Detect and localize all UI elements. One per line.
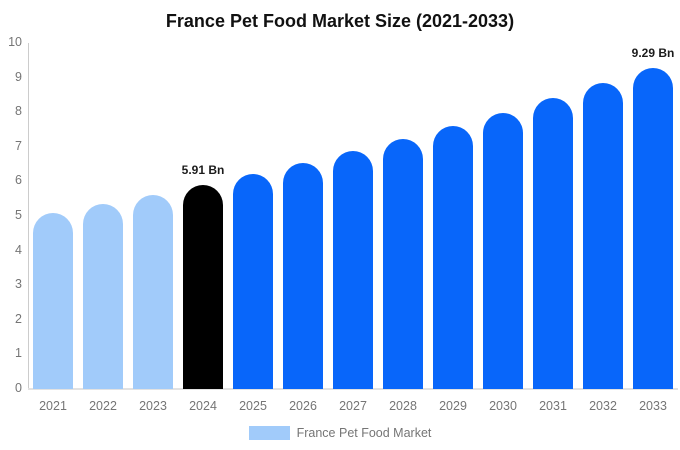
y-axis-tick-label-4: 4 — [15, 242, 22, 257]
x-axis-line — [28, 388, 678, 390]
bar-2030 — [483, 112, 523, 389]
x-axis-label-2026: 2026 — [289, 399, 317, 413]
x-axis-label-2032: 2032 — [589, 399, 617, 413]
y-axis-tick-label-0: 0 — [15, 381, 22, 395]
y-axis-tick-label-8: 8 — [15, 104, 22, 119]
x-axis-label-2028: 2028 — [389, 399, 417, 413]
x-axis-label-2022: 2022 — [89, 399, 117, 413]
x-axis-label-2031: 2031 — [539, 399, 567, 413]
bar-2022 — [83, 203, 123, 389]
x-axis-label-2030: 2030 — [489, 399, 517, 413]
bar-2027 — [333, 151, 373, 389]
bar-2021 — [33, 213, 73, 389]
legend-label: France Pet Food Market — [296, 426, 432, 440]
x-axis-label-2021: 2021 — [39, 399, 67, 413]
x-axis-label-2023: 2023 — [139, 399, 167, 413]
bar-2029 — [433, 126, 473, 389]
legend-item-france-pet-food-market[interactable]: France Pet Food Market — [248, 426, 432, 440]
y-axis-line — [28, 43, 29, 389]
bar-2031 — [533, 98, 573, 389]
x-axis-label-2025: 2025 — [239, 399, 267, 413]
y-axis-tick-label-9: 9 — [15, 69, 22, 84]
legend: France Pet Food Market — [0, 426, 680, 440]
bar-2025 — [233, 174, 273, 389]
bar-value-label-2033: 9.29 Bn — [631, 45, 675, 60]
y-axis-tick-label-5: 5 — [15, 208, 22, 222]
x-axis-label-2027: 2027 — [339, 399, 367, 413]
y-axis-tick-label-10: 10 — [8, 35, 22, 49]
x-axis-label-2033: 2033 — [639, 399, 667, 413]
y-axis-tick-label-7: 7 — [15, 138, 22, 153]
bar-2026 — [283, 163, 323, 389]
bar-2023 — [133, 194, 173, 389]
bar-2032 — [583, 83, 623, 389]
x-axis-label-2029: 2029 — [439, 399, 467, 413]
bar-2024 — [183, 184, 223, 389]
legend-swatch-icon — [248, 426, 290, 440]
y-axis-tick-label-1: 1 — [15, 346, 22, 361]
y-axis-tick-label-3: 3 — [15, 277, 22, 292]
bar-2033 — [633, 67, 673, 389]
bar-2028 — [383, 139, 423, 389]
bar-value-label-2024: 5.91 Bn — [181, 162, 225, 177]
chart-title: France Pet Food Market Size (2021-2033) — [165, 11, 515, 31]
y-axis-tick-label-2: 2 — [15, 311, 22, 326]
y-axis-tick-label-6: 6 — [15, 173, 22, 188]
x-axis-label-2024: 2024 — [189, 399, 217, 413]
